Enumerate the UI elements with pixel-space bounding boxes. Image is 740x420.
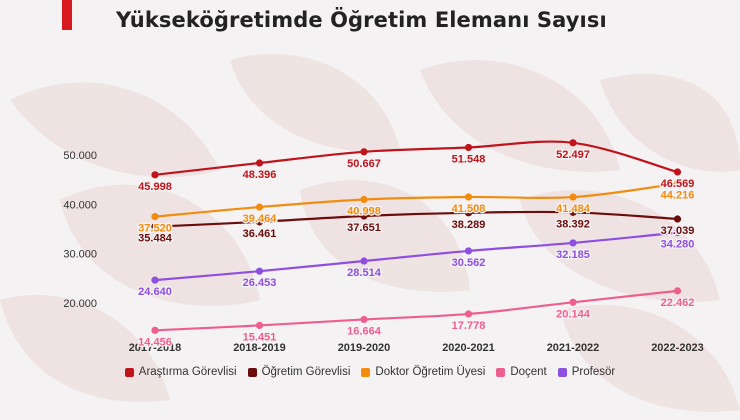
legend-item: Öğretim Görevlisi <box>247 366 351 378</box>
data-point <box>673 215 682 223</box>
data-label: 15.451 <box>243 331 277 343</box>
data-label: 20.144 <box>556 308 591 320</box>
data-label: 16.664 <box>347 325 382 337</box>
legend-label: Araştırma Görevlisi <box>138 366 237 378</box>
legend-label: Öğretim Görevlisi <box>261 366 351 378</box>
x-tick-label: 2017-2018 <box>129 342 182 354</box>
data-label: 24.640 <box>138 286 172 298</box>
data-label: 38.392 <box>556 218 590 230</box>
series-line <box>153 182 679 218</box>
legend-item: Profesör <box>557 366 616 378</box>
data-label: 22.462 <box>661 297 695 309</box>
data-point <box>673 168 682 176</box>
data-point <box>151 213 159 221</box>
data-point <box>569 298 577 306</box>
data-label: 51.548 <box>452 153 486 165</box>
data-point <box>360 148 368 156</box>
data-label: 26.453 <box>243 277 277 289</box>
data-label: 46.569 <box>661 178 695 190</box>
data-label: 37.651 <box>347 222 381 234</box>
legend-swatch <box>247 367 257 377</box>
data-label: 41.508 <box>452 203 486 215</box>
data-point <box>255 159 264 167</box>
data-label: 44.216 <box>661 190 695 202</box>
data-label-layer: 45.998 48.396 50.667 51.548 52.497 46.569 35.4… <box>137 148 696 350</box>
legend-label: Profesör <box>571 366 616 378</box>
data-label: 50.667 <box>347 158 381 170</box>
x-tick-label: 2021-2022 <box>547 342 600 354</box>
data-point <box>673 180 682 188</box>
data-point <box>673 228 682 237</box>
data-label: 32.185 <box>556 249 590 261</box>
data-label: 48.396 <box>243 169 277 181</box>
legend-swatch <box>496 367 506 377</box>
y-tick-label: 30.000 <box>63 249 97 261</box>
legend-item: Araştırma Görevlisi <box>124 366 237 378</box>
x-tick-label: 2020-2021 <box>442 342 495 354</box>
x-tick-label: 2019-2020 <box>338 342 391 354</box>
data-point <box>255 218 264 226</box>
data-point <box>464 310 473 318</box>
legend-swatch <box>557 367 567 377</box>
data-point <box>360 315 368 324</box>
chart-legend: Araştırma Görevlisi Öğretim Görevlisi Dokt… <box>0 366 740 378</box>
data-label: 34.280 <box>661 239 695 251</box>
legend-label: Doçent <box>510 366 547 378</box>
x-tick-label: 2018-2019 <box>233 342 286 354</box>
series-layer <box>151 139 682 334</box>
legend-label: Doktor Öğretim Üyesi <box>375 366 486 378</box>
data-point <box>464 247 473 255</box>
data-label: 35.484 <box>138 233 173 245</box>
data-point <box>255 321 264 330</box>
y-tick-label: 40.000 <box>63 199 97 211</box>
data-point <box>151 326 159 334</box>
y-tick-label: 20.000 <box>63 298 97 310</box>
page-title: Yükseköğretimde Öğretim Elemanı Sayısı <box>116 8 607 32</box>
data-point <box>673 287 682 295</box>
data-label: 52.497 <box>556 149 590 161</box>
series-line <box>153 289 679 332</box>
data-point <box>569 239 577 247</box>
legend-swatch <box>361 367 371 377</box>
series-line <box>153 140 679 176</box>
data-label: 40.998 <box>347 205 381 217</box>
data-label: 36.461 <box>243 228 277 240</box>
data-point <box>569 139 577 147</box>
data-point <box>255 203 264 211</box>
y-axis: 20.000 30.000 40.000 50.000 <box>63 150 97 310</box>
y-tick-label: 50.000 <box>63 150 97 162</box>
data-point <box>151 171 159 179</box>
data-point <box>151 223 159 231</box>
data-label: 17.778 <box>452 320 486 332</box>
data-label: 30.562 <box>452 257 486 269</box>
legend-swatch <box>124 367 134 377</box>
data-label: 37.039 <box>661 225 695 237</box>
title-accent-bar <box>62 0 72 30</box>
data-point <box>464 209 473 217</box>
data-point <box>360 257 368 265</box>
legend-item: Doçent <box>496 366 547 378</box>
data-point <box>569 208 577 216</box>
legend-item: Doktor Öğretim Üyesi <box>361 366 485 378</box>
data-label: 45.998 <box>138 181 172 193</box>
data-point <box>151 276 159 284</box>
data-point <box>255 267 264 275</box>
x-axis: 2017-2018 2018-2019 2019-2020 2020-2021 2021… <box>129 342 704 354</box>
data-point <box>464 143 473 152</box>
data-label: 14.456 <box>138 336 172 348</box>
series-line <box>153 231 679 282</box>
data-label: 37.520 <box>138 223 172 235</box>
data-point <box>360 195 368 204</box>
x-tick-label: 2022-2023 <box>651 342 704 354</box>
data-label: 39.464 <box>243 213 278 225</box>
data-point <box>569 193 577 201</box>
data-label: 38.289 <box>452 219 486 231</box>
series-line <box>153 210 679 228</box>
data-point <box>360 212 368 220</box>
data-label: 28.514 <box>347 267 382 279</box>
data-label: 41.484 <box>556 203 591 215</box>
data-point <box>464 193 473 201</box>
